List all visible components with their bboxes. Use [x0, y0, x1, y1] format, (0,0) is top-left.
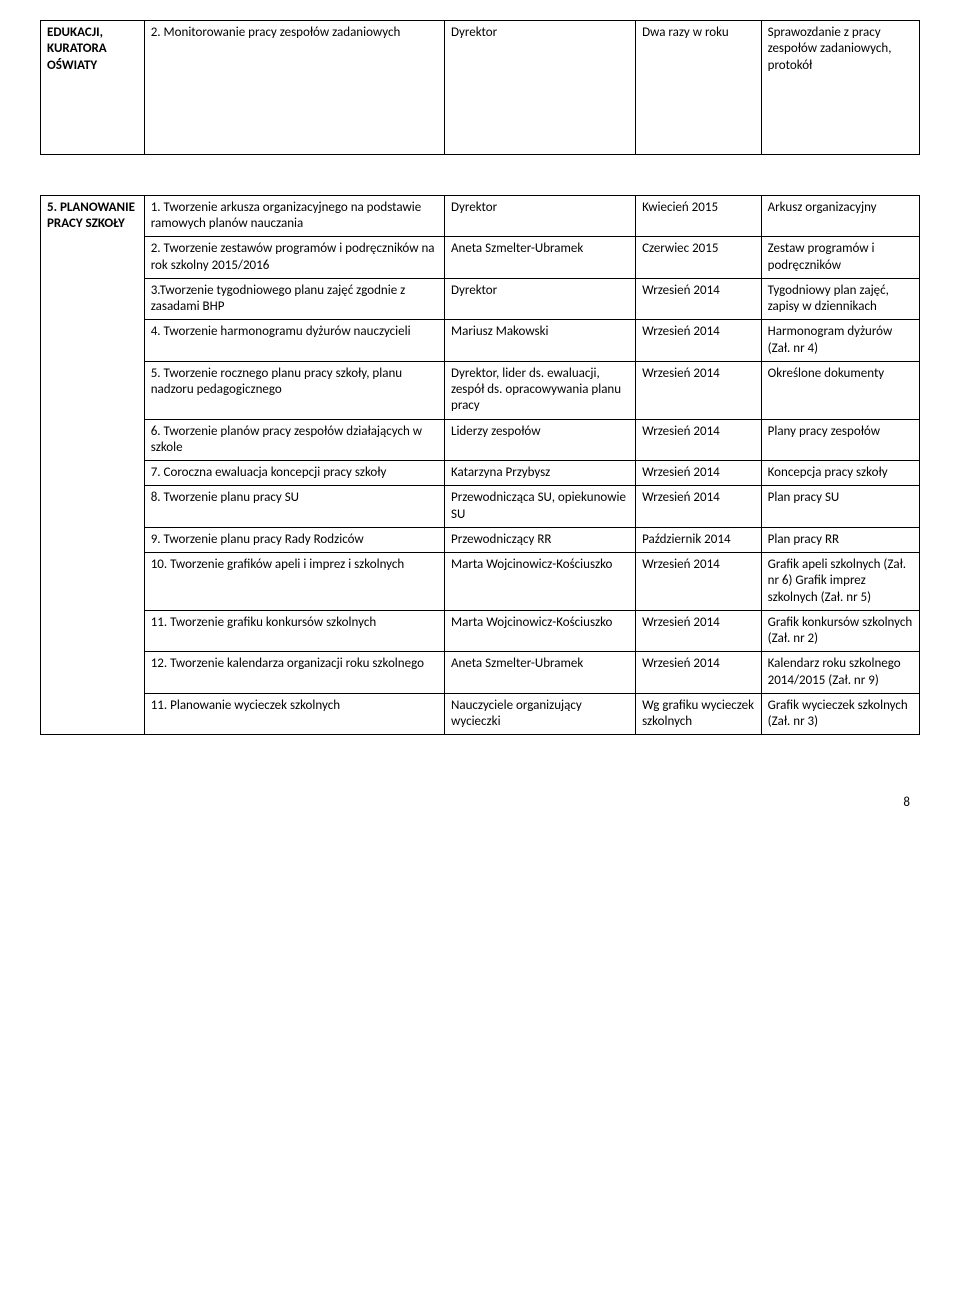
when-cell: Wrzesień 2014: [636, 553, 762, 611]
result-cell: Grafik wycieczek szkolnych (Zał. nr 3): [761, 693, 919, 735]
table-row: 7. Coroczna ewaluacja koncepcji pracy sz…: [41, 461, 920, 486]
table-row: 11. Tworzenie grafiku konkursów szkolnyc…: [41, 610, 920, 652]
who-cell: Katarzyna Przybysz: [444, 461, 635, 486]
task-cell: 10. Tworzenie grafików apeli i imprez i …: [144, 553, 444, 611]
who-cell: Dyrektor, lider ds. ewaluacji, zespół ds…: [444, 361, 635, 419]
who-cell: Dyrektor: [444, 195, 635, 237]
task-cell: 4. Tworzenie harmonogramu dyżurów nauczy…: [144, 320, 444, 362]
result-cell: Sprawozdanie z pracy zespołów zadaniowyc…: [761, 21, 919, 155]
when-cell: Wrzesień 2014: [636, 278, 762, 320]
who-cell: Aneta Szmelter-Ubramek: [444, 652, 635, 694]
who-cell: Liderzy zespołów: [444, 419, 635, 461]
table-row: 5. PLANOWANIE PRACY SZKOŁY 1. Tworzenie …: [41, 195, 920, 237]
task-cell: 8. Tworzenie planu pracy SU: [144, 486, 444, 528]
when-cell: Wrzesień 2014: [636, 461, 762, 486]
table-row: 10. Tworzenie grafików apeli i imprez i …: [41, 553, 920, 611]
result-cell: Określone dokumenty: [761, 361, 919, 419]
result-cell: Tygodniowy plan zajęć, zapisy w dziennik…: [761, 278, 919, 320]
who-cell: Nauczyciele organizujący wycieczki: [444, 693, 635, 735]
when-cell: Wg grafiku wycieczek szkolnych: [636, 693, 762, 735]
table-row: 11. Planowanie wycieczek szkolnych Naucz…: [41, 693, 920, 735]
task-cell: 3.Tworzenie tygodniowego planu zajęć zgo…: [144, 278, 444, 320]
when-cell: Wrzesień 2014: [636, 320, 762, 362]
table-row: 5. Tworzenie rocznego planu pracy szkoły…: [41, 361, 920, 419]
table-row: 12. Tworzenie kalendarza organizacji rok…: [41, 652, 920, 694]
result-cell: Plany pracy zespołów: [761, 419, 919, 461]
when-cell: Wrzesień 2014: [636, 361, 762, 419]
who-cell: Aneta Szmelter-Ubramek: [444, 237, 635, 279]
task-cell: 1. Tworzenie arkusza organizacyjnego na …: [144, 195, 444, 237]
task-cell: 6. Tworzenie planów pracy zespołów dział…: [144, 419, 444, 461]
result-cell: Grafik apeli szkolnych (Zał. nr 6) Grafi…: [761, 553, 919, 611]
result-cell: Arkusz organizacyjny: [761, 195, 919, 237]
table-row: 4. Tworzenie harmonogramu dyżurów nauczy…: [41, 320, 920, 362]
result-cell: Grafik konkursów szkolnych (Zał. nr 2): [761, 610, 919, 652]
when-cell: Wrzesień 2014: [636, 610, 762, 652]
task-cell: 12. Tworzenie kalendarza organizacji rok…: [144, 652, 444, 694]
who-cell: Marta Wojcinowicz-Kościuszko: [444, 553, 635, 611]
task-cell: 11. Tworzenie grafiku konkursów szkolnyc…: [144, 610, 444, 652]
table-row: 9. Tworzenie planu pracy Rady Rodziców P…: [41, 527, 920, 552]
table-row: EDUKACJI, KURATORA OŚWIATY 2. Monitorowa…: [41, 21, 920, 155]
when-cell: Październik 2014: [636, 527, 762, 552]
when-cell: Dwa razy w roku: [636, 21, 762, 155]
who-cell: Dyrektor: [444, 21, 635, 155]
who-cell: Mariusz Makowski: [444, 320, 635, 362]
task-cell: 2. Tworzenie zestawów programów i podręc…: [144, 237, 444, 279]
result-cell: Zestaw programów i podręczników: [761, 237, 919, 279]
when-cell: Wrzesień 2014: [636, 419, 762, 461]
table-row: 8. Tworzenie planu pracy SU Przewodniczą…: [41, 486, 920, 528]
when-cell: Wrzesień 2014: [636, 486, 762, 528]
category-cell: EDUKACJI, KURATORA OŚWIATY: [41, 21, 145, 155]
task-cell: 2. Monitorowanie pracy zespołów zadaniow…: [144, 21, 444, 155]
table-row: 3.Tworzenie tygodniowego planu zajęć zgo…: [41, 278, 920, 320]
table-section-1: EDUKACJI, KURATORA OŚWIATY 2. Monitorowa…: [40, 20, 920, 155]
table-row: 2. Tworzenie zestawów programów i podręc…: [41, 237, 920, 279]
task-cell: 11. Planowanie wycieczek szkolnych: [144, 693, 444, 735]
who-cell: Przewodnicząca SU, opiekunowie SU: [444, 486, 635, 528]
who-cell: Marta Wojcinowicz-Kościuszko: [444, 610, 635, 652]
who-cell: Dyrektor: [444, 278, 635, 320]
when-cell: Wrzesień 2014: [636, 652, 762, 694]
when-cell: Czerwiec 2015: [636, 237, 762, 279]
task-cell: 7. Coroczna ewaluacja koncepcji pracy sz…: [144, 461, 444, 486]
when-cell: Kwiecień 2015: [636, 195, 762, 237]
table-row: 6. Tworzenie planów pracy zespołów dział…: [41, 419, 920, 461]
who-cell: Przewodniczący RR: [444, 527, 635, 552]
result-cell: Koncepcja pracy szkoły: [761, 461, 919, 486]
result-cell: Plan pracy RR: [761, 527, 919, 552]
result-cell: Plan pracy SU: [761, 486, 919, 528]
task-cell: 5. Tworzenie rocznego planu pracy szkoły…: [144, 361, 444, 419]
page-number: 8: [40, 795, 920, 810]
category-cell: 5. PLANOWANIE PRACY SZKOŁY: [41, 195, 145, 735]
table-section-2: 5. PLANOWANIE PRACY SZKOŁY 1. Tworzenie …: [40, 195, 920, 736]
result-cell: Harmonogram dyżurów (Zał. nr 4): [761, 320, 919, 362]
result-cell: Kalendarz roku szkolnego 2014/2015 (Zał.…: [761, 652, 919, 694]
task-cell: 9. Tworzenie planu pracy Rady Rodziców: [144, 527, 444, 552]
